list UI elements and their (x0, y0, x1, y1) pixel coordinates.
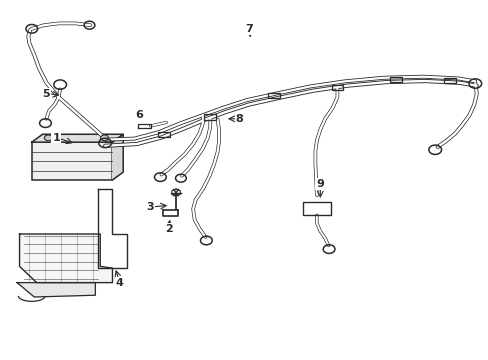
Text: 4: 4 (116, 278, 123, 288)
Circle shape (44, 135, 52, 141)
Text: 8: 8 (235, 114, 243, 124)
Polygon shape (112, 134, 123, 180)
Polygon shape (20, 234, 112, 283)
Text: 9: 9 (316, 179, 324, 189)
Text: 3: 3 (146, 202, 154, 212)
Text: 2: 2 (164, 224, 172, 234)
Polygon shape (32, 134, 123, 142)
Bar (443, 78, 455, 83)
Bar (204, 114, 216, 120)
Text: 1: 1 (52, 132, 60, 143)
Text: 6: 6 (135, 110, 143, 120)
Bar (331, 85, 343, 90)
Circle shape (101, 135, 108, 141)
Bar (303, 202, 330, 215)
Bar (267, 93, 279, 98)
Polygon shape (17, 283, 95, 297)
Text: 7: 7 (245, 24, 253, 34)
Text: 5: 5 (42, 89, 50, 99)
Bar (32, 142, 112, 180)
Bar (389, 77, 401, 82)
Bar (158, 132, 169, 137)
